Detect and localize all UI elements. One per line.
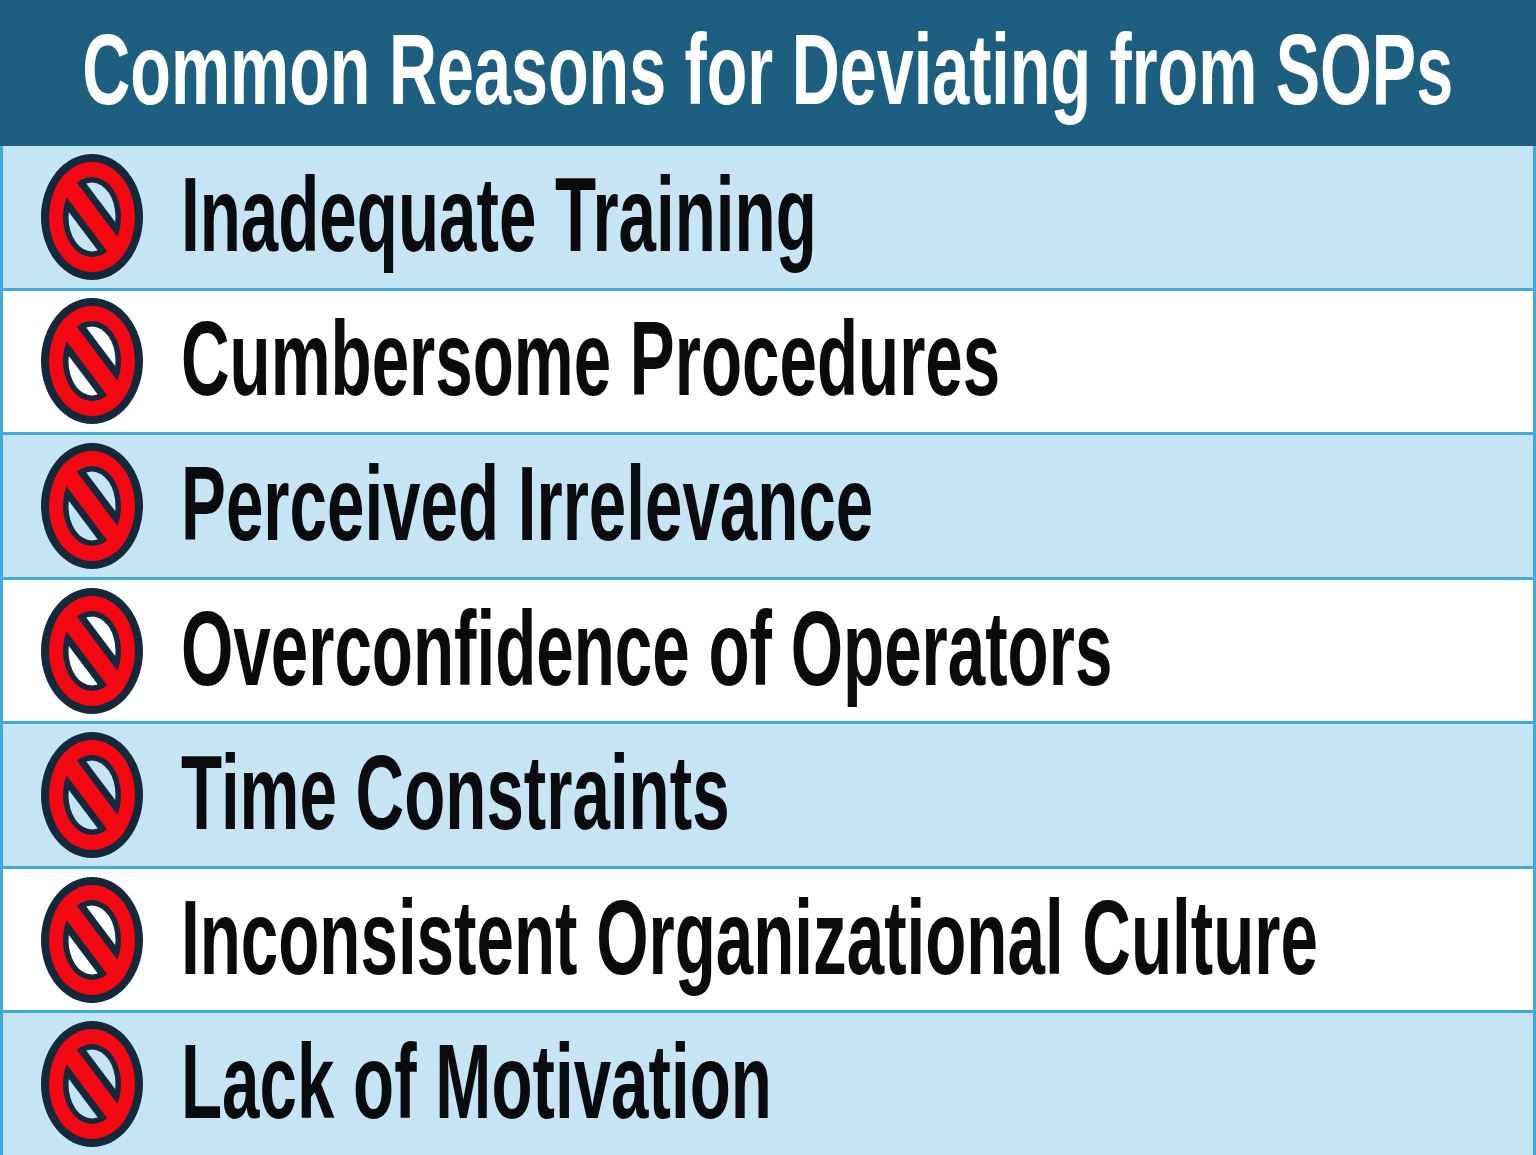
prohibition-icon <box>37 297 147 425</box>
list-item-label: Inadequate Training <box>181 161 817 273</box>
list-item-label: Cumbersome Procedures <box>181 305 1000 417</box>
list-item: Inconsistent Organizational Culture <box>3 866 1533 1011</box>
prohibition-icon <box>37 731 147 859</box>
list-item: Inadequate Training <box>3 146 1533 288</box>
header-banner: Common Reasons for Deviating from SOPs <box>0 0 1536 146</box>
sop-deviation-infographic: Common Reasons for Deviating from SOPs I… <box>0 0 1536 1155</box>
list-item: Lack of Motivation <box>3 1010 1533 1155</box>
list-item-label: Perceived Irrelevance <box>181 450 873 562</box>
list-item-label: Inconsistent Organizational Culture <box>181 884 1318 996</box>
prohibition-icon <box>37 153 147 281</box>
list-item-label: Time Constraints <box>181 739 730 851</box>
list-item: Perceived Irrelevance <box>3 432 1533 577</box>
page-title: Common Reasons for Deviating from SOPs <box>83 19 1454 127</box>
list-item: Time Constraints <box>3 721 1533 866</box>
reasons-list: Inadequate Training Cumbersome Procedure… <box>0 146 1536 1155</box>
prohibition-icon <box>37 442 147 570</box>
list-item-label: Lack of Motivation <box>181 1028 772 1140</box>
list-item: Overconfidence of Operators <box>3 577 1533 722</box>
prohibition-icon <box>37 587 147 715</box>
list-item: Cumbersome Procedures <box>3 288 1533 433</box>
list-item-label: Overconfidence of Operators <box>181 595 1112 707</box>
prohibition-icon <box>37 876 147 1004</box>
prohibition-icon <box>37 1020 147 1148</box>
